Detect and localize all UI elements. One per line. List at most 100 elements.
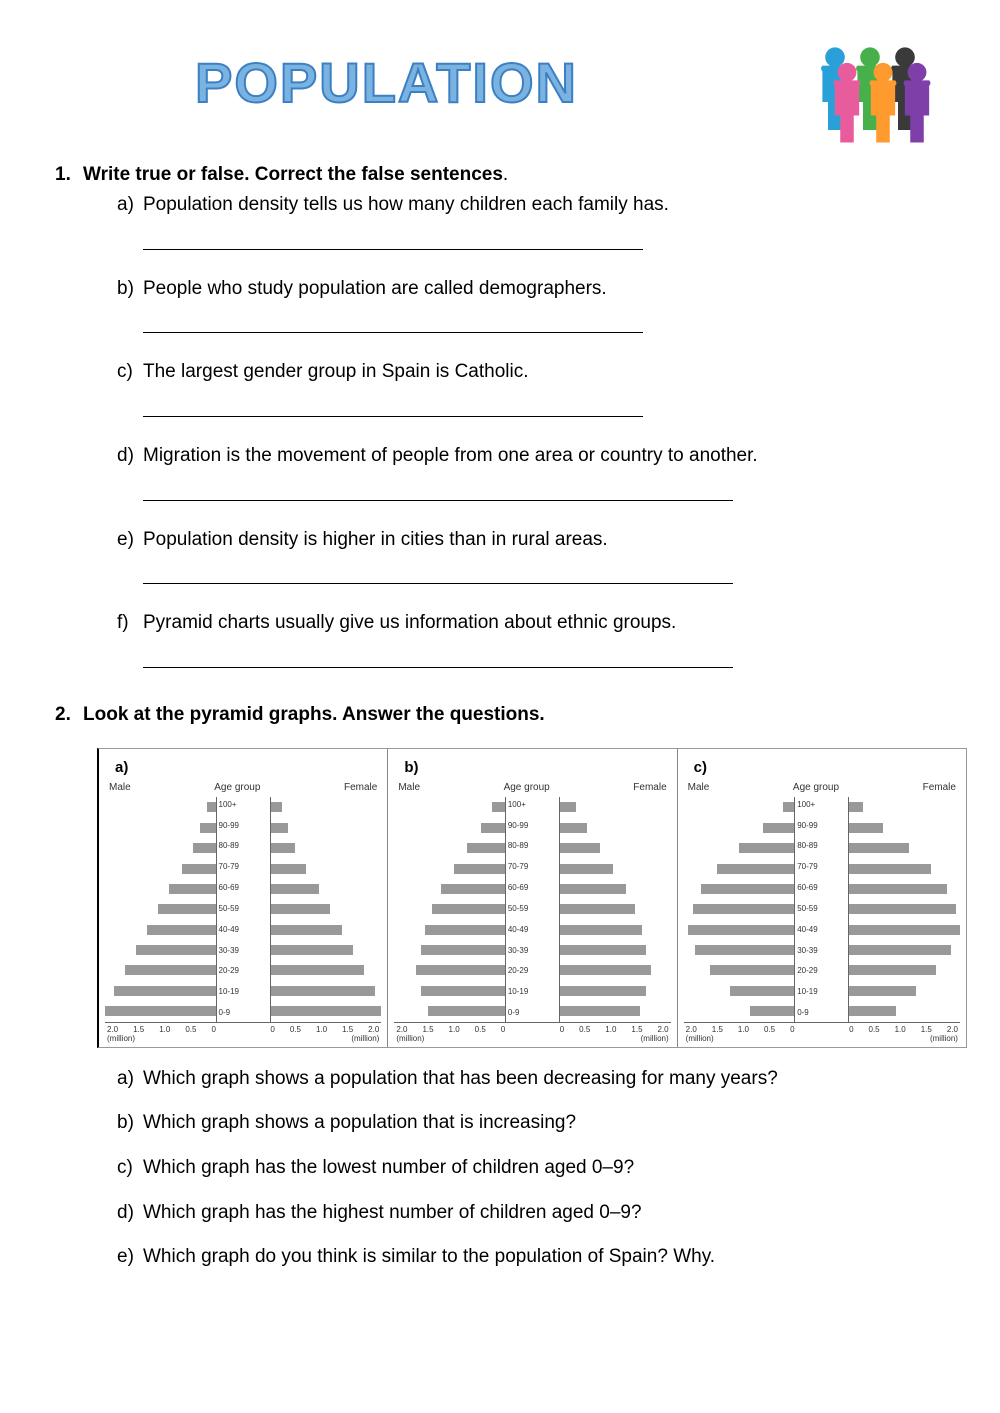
item-letter: c) — [117, 1155, 143, 1182]
item-text: Pyramid charts usually give us informati… — [143, 610, 676, 636]
section-1: 1. Write true or false. Correct the fals… — [55, 164, 945, 668]
bar-male — [481, 823, 505, 833]
bar-female — [560, 864, 613, 874]
bar-female — [560, 945, 646, 955]
item-letter: b) — [117, 276, 143, 302]
question-item: a) Population density tells us how many … — [117, 192, 945, 250]
bar-male — [169, 884, 215, 894]
sub-question: b) Which graph shows a population that i… — [117, 1110, 945, 1137]
pyramid-panel: a) Male Age group Female 100+90-9980-897… — [99, 749, 388, 1047]
bar-male — [416, 965, 504, 975]
answer-blank-line[interactable] — [143, 499, 733, 501]
panel-header-labels: Male Age group Female — [684, 782, 960, 793]
bar-male — [730, 986, 794, 996]
people-group-icon — [805, 40, 935, 160]
age-group-label: 80-89 — [508, 842, 557, 851]
pyramid-body: 100+90-9980-8970-7960-6950-5940-4930-392… — [684, 797, 960, 1022]
bar-female — [271, 1006, 382, 1016]
item-text: Population density is higher in cities t… — [143, 527, 608, 553]
age-column: 100+90-9980-8970-7960-6950-5940-4930-392… — [794, 797, 849, 1022]
age-group-label: 30-39 — [797, 947, 846, 956]
bar-male — [136, 945, 216, 955]
age-group-label: 100+ — [508, 801, 557, 810]
female-label: Female — [344, 782, 377, 793]
answer-blank-line[interactable] — [143, 415, 643, 417]
age-group-label: 30-39 — [219, 947, 268, 956]
sub-question: d) Which graph has the highest number of… — [117, 1200, 945, 1227]
question-item: b) People who study population are calle… — [117, 276, 945, 334]
bar-male — [710, 965, 794, 975]
bar-female — [849, 1006, 895, 1016]
female-half — [271, 797, 382, 1022]
female-half — [849, 797, 960, 1022]
bar-female — [560, 965, 651, 975]
panel-header-labels: Male Age group Female — [394, 782, 670, 793]
age-group-label: 50-59 — [508, 905, 557, 914]
bar-female — [271, 843, 295, 853]
age-group-header: Age group — [793, 782, 839, 793]
item-letter: d) — [117, 443, 143, 469]
male-label: Male — [109, 782, 131, 793]
bar-male — [783, 802, 794, 812]
item-text: Which graph shows a population that has … — [143, 1066, 778, 1093]
panel-letter: c) — [694, 759, 960, 776]
item-letter: c) — [117, 359, 143, 385]
bar-female — [560, 904, 635, 914]
answer-blank-line[interactable] — [143, 248, 643, 250]
sub-question: e) Which graph do you think is similar t… — [117, 1244, 945, 1271]
item-letter: e) — [117, 1244, 143, 1271]
age-group-label: 0-9 — [219, 1009, 268, 1018]
section-2: 2. Look at the pyramid graphs. Answer th… — [55, 704, 945, 1271]
bar-male — [425, 925, 505, 935]
answer-blank-line[interactable] — [143, 582, 733, 584]
bar-female — [271, 884, 320, 894]
answer-blank-line[interactable] — [143, 331, 643, 333]
age-group-label: 60-69 — [219, 884, 268, 893]
bar-female — [560, 884, 626, 894]
female-label: Female — [633, 782, 666, 793]
age-group-label: 90-99 — [797, 822, 846, 831]
sub-question: a) Which graph shows a population that h… — [117, 1066, 945, 1093]
bar-female — [849, 965, 935, 975]
item-letter: a) — [117, 192, 143, 218]
bar-female — [560, 986, 646, 996]
bar-male — [467, 843, 505, 853]
pyramid-body: 100+90-9980-8970-7960-6950-5940-4930-392… — [394, 797, 670, 1022]
x-axis-unit: (million)(million) — [105, 1034, 381, 1043]
age-group-label: 100+ — [797, 801, 846, 810]
age-group-label: 80-89 — [797, 842, 846, 851]
item-text: Which graph do you think is similar to t… — [143, 1244, 715, 1271]
bar-male — [428, 1006, 505, 1016]
bar-female — [849, 823, 882, 833]
question-item: f) Pyramid charts usually give us inform… — [117, 610, 945, 668]
bar-female — [560, 823, 587, 833]
age-group-label: 90-99 — [219, 822, 268, 831]
x-axis-unit: (million)(million) — [684, 1034, 960, 1043]
bar-female — [560, 802, 575, 812]
age-group-label: 100+ — [219, 801, 268, 810]
female-half — [560, 797, 671, 1022]
bar-female — [849, 843, 909, 853]
question-item: e) Population density is higher in citie… — [117, 527, 945, 585]
pyramid-panel: b) Male Age group Female 100+90-9980-897… — [388, 749, 677, 1047]
bar-female — [849, 945, 951, 955]
item-letter: f) — [117, 610, 143, 636]
bar-male — [421, 945, 505, 955]
male-half — [684, 797, 795, 1022]
bar-male — [695, 945, 794, 955]
answer-blank-line[interactable] — [143, 666, 733, 668]
bar-male — [717, 864, 794, 874]
bar-female — [849, 986, 915, 996]
bar-female — [849, 802, 862, 812]
age-group-label: 70-79 — [797, 863, 846, 872]
male-label: Male — [688, 782, 710, 793]
bar-male — [114, 986, 216, 996]
bar-male — [492, 802, 505, 812]
age-group-label: 20-29 — [508, 967, 557, 976]
x-axis-unit: (million)(million) — [394, 1034, 670, 1043]
bar-male — [693, 904, 795, 914]
x-axis-ticks: 2.01.51.00.50 00.51.01.52.0 — [684, 1022, 960, 1034]
panel-header-labels: Male Age group Female — [105, 782, 381, 793]
age-group-label: 0-9 — [508, 1009, 557, 1018]
bar-male — [421, 986, 505, 996]
